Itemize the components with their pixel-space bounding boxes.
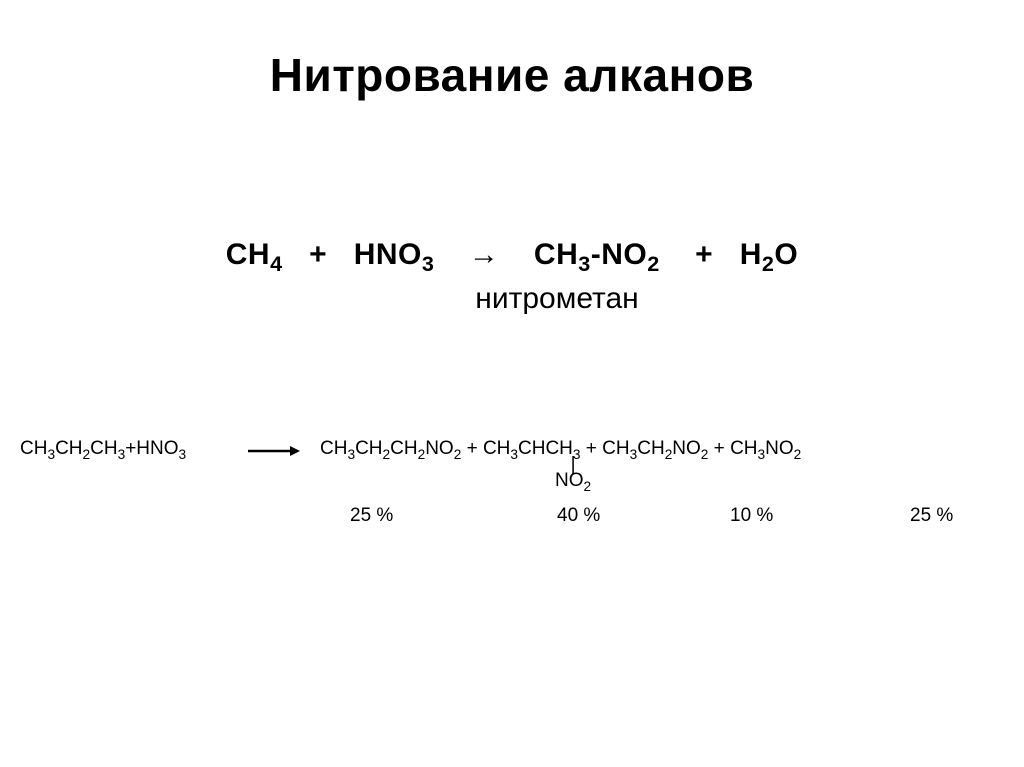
- eq1-reactant-ch4: CH4: [226, 238, 283, 271]
- eq2-products: CH3CH2CH2NO2 + CH3CHCH3 + CH3CH2NO2 + CH…: [320, 438, 801, 462]
- eq2-branch-no2: | NO2: [555, 460, 591, 494]
- eq1-plus-2: +: [669, 238, 731, 271]
- slide: Нитрование алканов CH4 + HNO3 → CH3-NO2 …: [0, 0, 1024, 767]
- eq1-arrow-icon: →: [443, 238, 525, 272]
- eq2-branch-group: NO2: [555, 470, 591, 494]
- nitration-equation-1: CH4 + HNO3 → CH3-NO2 + H2O: [0, 238, 1024, 277]
- eq2-percent-label: 40 %: [557, 505, 600, 527]
- eq2-branch-bar: |: [555, 460, 591, 470]
- eq2-arrow-icon: [248, 444, 300, 458]
- eq1-plus-1: +: [291, 238, 344, 271]
- eq1-product-h2o: H2O: [740, 238, 799, 271]
- eq2-percent-label: 10 %: [730, 505, 773, 527]
- eq1-reactant-hno3: HNO3: [354, 238, 435, 271]
- slide-title: Нитрование алканов: [0, 48, 1024, 102]
- eq2-reactant: CH3CH2CH3+HNO3: [20, 438, 186, 462]
- eq1-product-ch3no2: CH3-NO2: [534, 238, 660, 271]
- eq2-percent-label: 25 %: [350, 505, 393, 527]
- eq1-product-label: нитрометан: [0, 282, 1024, 316]
- eq2-percent-label: 25 %: [910, 505, 953, 527]
